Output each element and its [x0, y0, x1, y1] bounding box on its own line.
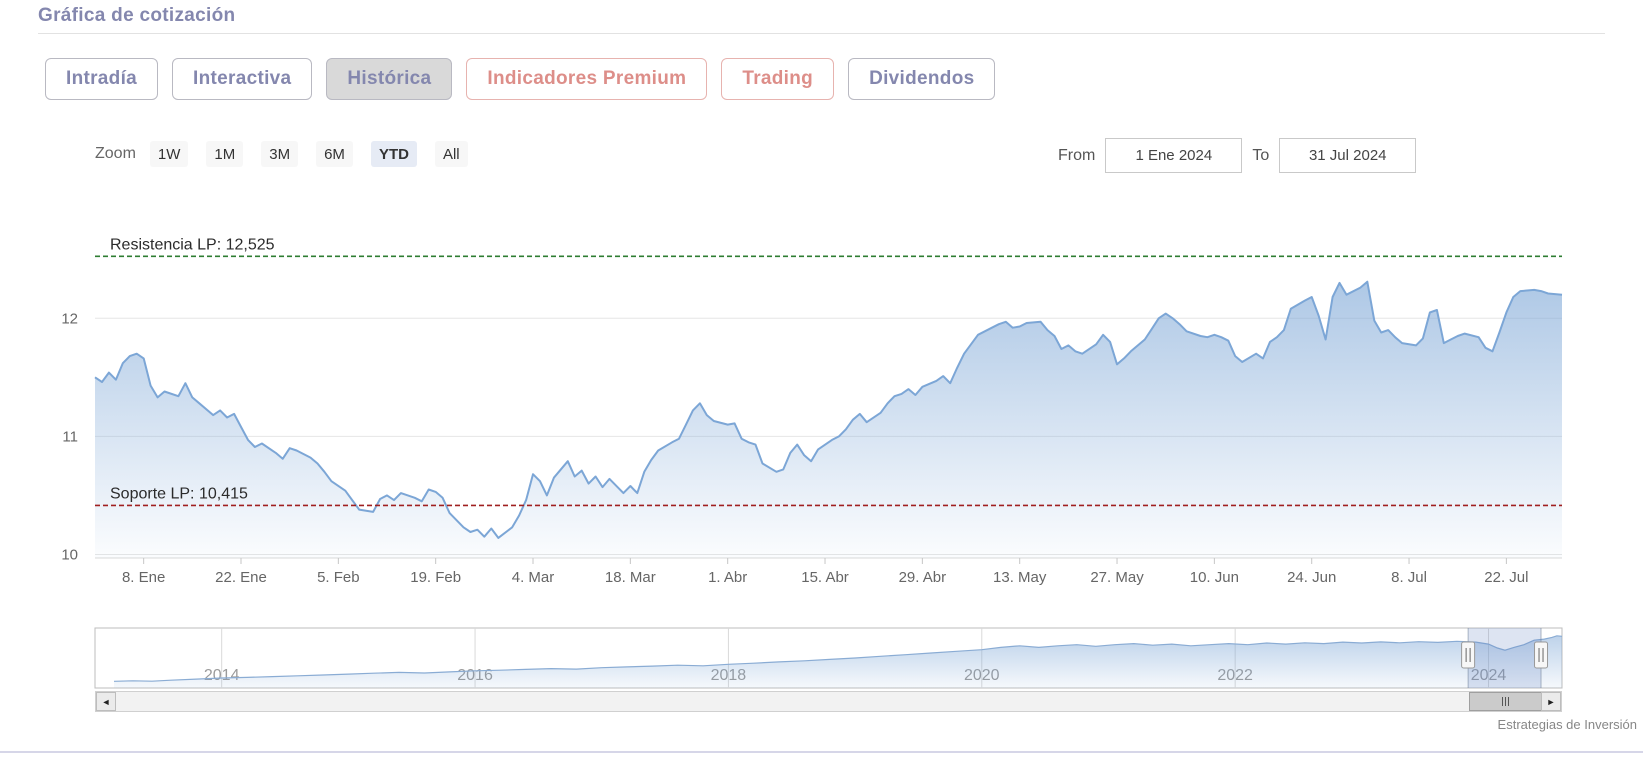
left-triangle-icon: ◄	[101, 696, 111, 707]
price-line-series	[94, 280, 1563, 539]
zoom-button-1w[interactable]: 1W	[149, 141, 189, 167]
tab-dividendos[interactable]: Dividendos	[848, 58, 996, 100]
zoom-buttons: 1W 1M 3M 6M YTD All	[149, 141, 468, 167]
page-title: Gráfica de cotización	[38, 5, 236, 26]
y-axis-label: 11	[62, 428, 78, 445]
x-axis-label: 8. Ene	[122, 569, 165, 586]
y-axis-label: 10	[61, 546, 78, 563]
credit-text: Estrategias de Inversión	[1497, 717, 1637, 732]
navigator-area-fill	[114, 635, 1562, 688]
zoom-button-1m[interactable]: 1M	[206, 141, 244, 167]
price-area-fill	[95, 281, 1562, 558]
y-axis-label: 12	[61, 310, 78, 327]
x-axis-label: 1. Abr	[708, 569, 747, 586]
scrollbar-track[interactable]: ◄ ►	[95, 691, 1562, 712]
title-divider	[38, 33, 1605, 34]
x-axis-label: 4. Mar	[512, 569, 555, 586]
x-axis-label: 19. Feb	[410, 569, 461, 586]
navigator-selection-mask[interactable]	[1468, 628, 1542, 688]
tab-intradia[interactable]: Intradía	[45, 58, 159, 100]
from-date-input[interactable]	[1105, 138, 1243, 173]
right-triangle-icon: ►	[1546, 696, 1556, 707]
bottom-divider	[0, 751, 1643, 753]
tab-indicadores-premium[interactable]: Indicadores Premium	[466, 58, 708, 100]
scrollbar-right-button[interactable]: ►	[1541, 692, 1561, 711]
scrollbar-left-button[interactable]: ◄	[96, 692, 116, 711]
scrollbar-thumb[interactable]	[1469, 692, 1542, 711]
x-axis-label: 5. Feb	[317, 569, 360, 586]
tabs: Intradía Interactiva Histórica Indicadores …	[45, 58, 996, 100]
zoom-controls: Zoom 1W 1M 3M 6M YTD All	[95, 141, 468, 167]
tab-interactiva[interactable]: Interactiva	[172, 58, 313, 100]
x-axis-label: 24. Jun	[1287, 569, 1336, 586]
x-axis-label: 22. Jul	[1484, 569, 1528, 586]
zoom-label: Zoom	[95, 145, 136, 162]
date-range-controls: From To	[1058, 138, 1417, 173]
zoom-button-all[interactable]: All	[434, 141, 468, 167]
zoom-button-6m[interactable]: 6M	[316, 141, 353, 167]
zoom-button-ytd[interactable]: YTD	[370, 141, 417, 167]
support-label: Soporte LP: 10,415	[110, 485, 248, 502]
tab-trading[interactable]: Trading	[721, 58, 835, 100]
x-axis-label: 10. Jun	[1190, 569, 1239, 586]
to-date-input[interactable]	[1279, 138, 1417, 173]
x-axis-label: 29. Abr	[899, 569, 947, 586]
navigator-right-handle[interactable]	[1534, 641, 1549, 669]
to-label: To	[1252, 146, 1270, 164]
x-axis-label: 22. Ene	[215, 569, 267, 586]
navigator-series	[113, 635, 1563, 682]
x-axis-label: 15. Abr	[801, 569, 849, 586]
navigator-left-handle[interactable]	[1461, 641, 1476, 669]
zoom-button-3m[interactable]: 3M	[261, 141, 299, 167]
scrollbar-grip-icon	[1502, 697, 1503, 706]
price-chart-plot-area[interactable]	[95, 212, 1562, 558]
resistance-label: Resistencia LP: 12,525	[110, 236, 275, 253]
tab-historica[interactable]: Histórica	[326, 58, 453, 100]
x-axis-label: 13. May	[993, 569, 1047, 586]
from-label: From	[1058, 146, 1096, 164]
x-axis-label: 27. May	[1090, 569, 1144, 586]
x-axis-label: 18. Mar	[605, 569, 656, 586]
x-axis-label: 8. Jul	[1391, 569, 1427, 586]
